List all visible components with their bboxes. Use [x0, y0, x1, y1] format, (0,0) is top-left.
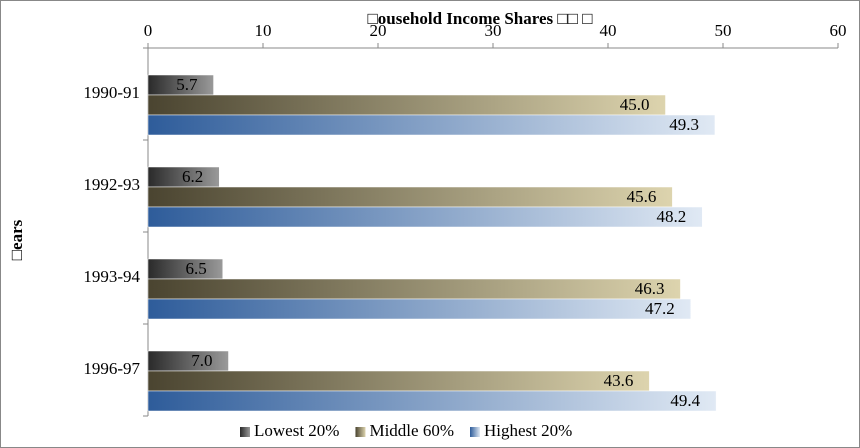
y-tick-label: 1996-97	[83, 359, 140, 378]
y-tick-label: 1990-91	[83, 83, 140, 102]
legend-swatch	[240, 427, 250, 437]
legend-swatch	[470, 427, 480, 437]
value-label: 6.2	[182, 167, 203, 186]
value-label: 5.7	[176, 75, 198, 94]
value-label: 49.3	[669, 115, 699, 134]
bar	[147, 94, 666, 116]
value-label: 49.4	[670, 391, 700, 410]
x-tick-label: 60	[830, 21, 847, 40]
legend-label: Highest 20%	[484, 421, 572, 440]
x-tick-label: 50	[715, 21, 732, 40]
value-label: 45.6	[627, 187, 657, 206]
y-tick-label: 1993-94	[83, 267, 140, 286]
value-label: 47.2	[645, 299, 675, 318]
bar	[147, 114, 716, 136]
x-tick-label: 40	[600, 21, 617, 40]
legend-swatch	[355, 427, 366, 437]
value-label: 46.3	[635, 279, 665, 298]
legend-label: Middle 60%	[369, 421, 454, 440]
bar	[147, 370, 650, 392]
chart-title: □ousehold Income Shares □□ □	[368, 9, 593, 28]
bar	[147, 298, 692, 320]
bar	[147, 206, 703, 228]
bar	[147, 186, 673, 208]
bar	[147, 278, 681, 300]
value-label: 48.2	[657, 207, 687, 226]
y-tick-label: 1992-93	[83, 175, 140, 194]
value-label: 43.6	[604, 371, 634, 390]
bar	[147, 390, 717, 412]
y-axis-label: □ears	[7, 219, 26, 260]
x-tick-label: 30	[485, 21, 502, 40]
x-tick-label: 0	[144, 21, 153, 40]
x-tick-label: 20	[370, 21, 387, 40]
value-label: 7.0	[191, 351, 212, 370]
bar	[147, 350, 229, 372]
value-label: 45.0	[620, 95, 650, 114]
value-label: 6.5	[186, 259, 207, 278]
x-tick-label: 10	[255, 21, 272, 40]
legend-label: Lowest 20%	[254, 421, 339, 440]
